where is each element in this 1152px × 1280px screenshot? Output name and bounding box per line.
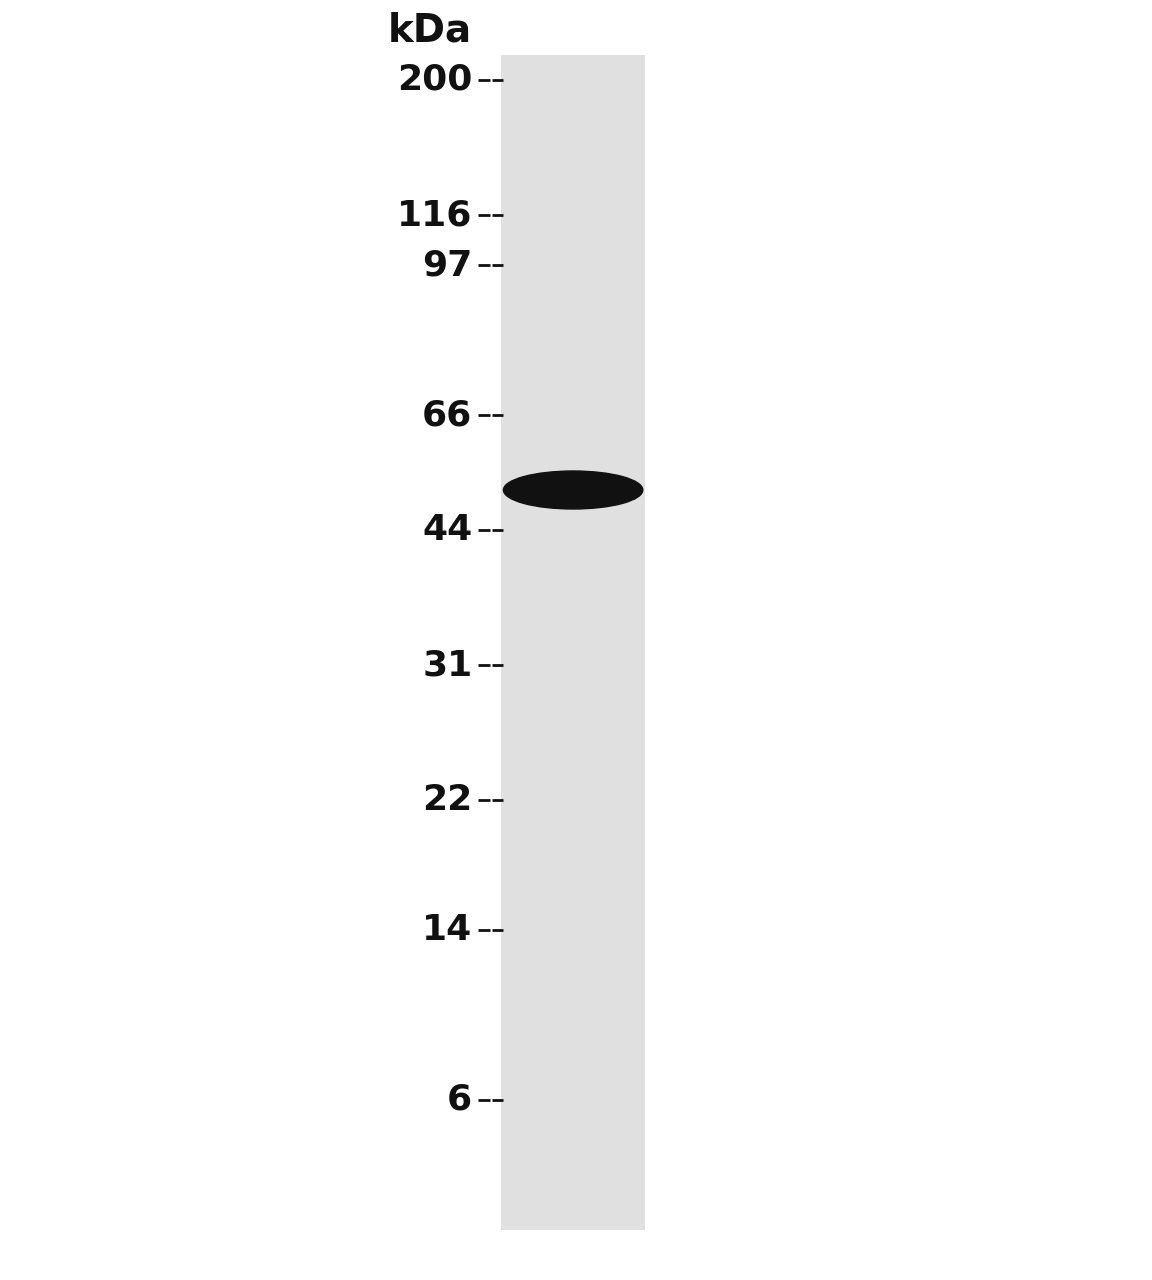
Text: 44: 44	[422, 513, 472, 547]
Bar	[501, 55, 645, 1230]
Text: 66: 66	[422, 398, 472, 431]
Text: 6: 6	[447, 1083, 472, 1117]
Ellipse shape	[503, 471, 643, 509]
Text: 22: 22	[422, 783, 472, 817]
Text: 31: 31	[422, 648, 472, 682]
Text: kDa: kDa	[388, 12, 472, 49]
Text: 200: 200	[397, 63, 472, 97]
Text: 97: 97	[422, 248, 472, 282]
Text: 116: 116	[397, 198, 472, 232]
Text: 14: 14	[422, 913, 472, 947]
